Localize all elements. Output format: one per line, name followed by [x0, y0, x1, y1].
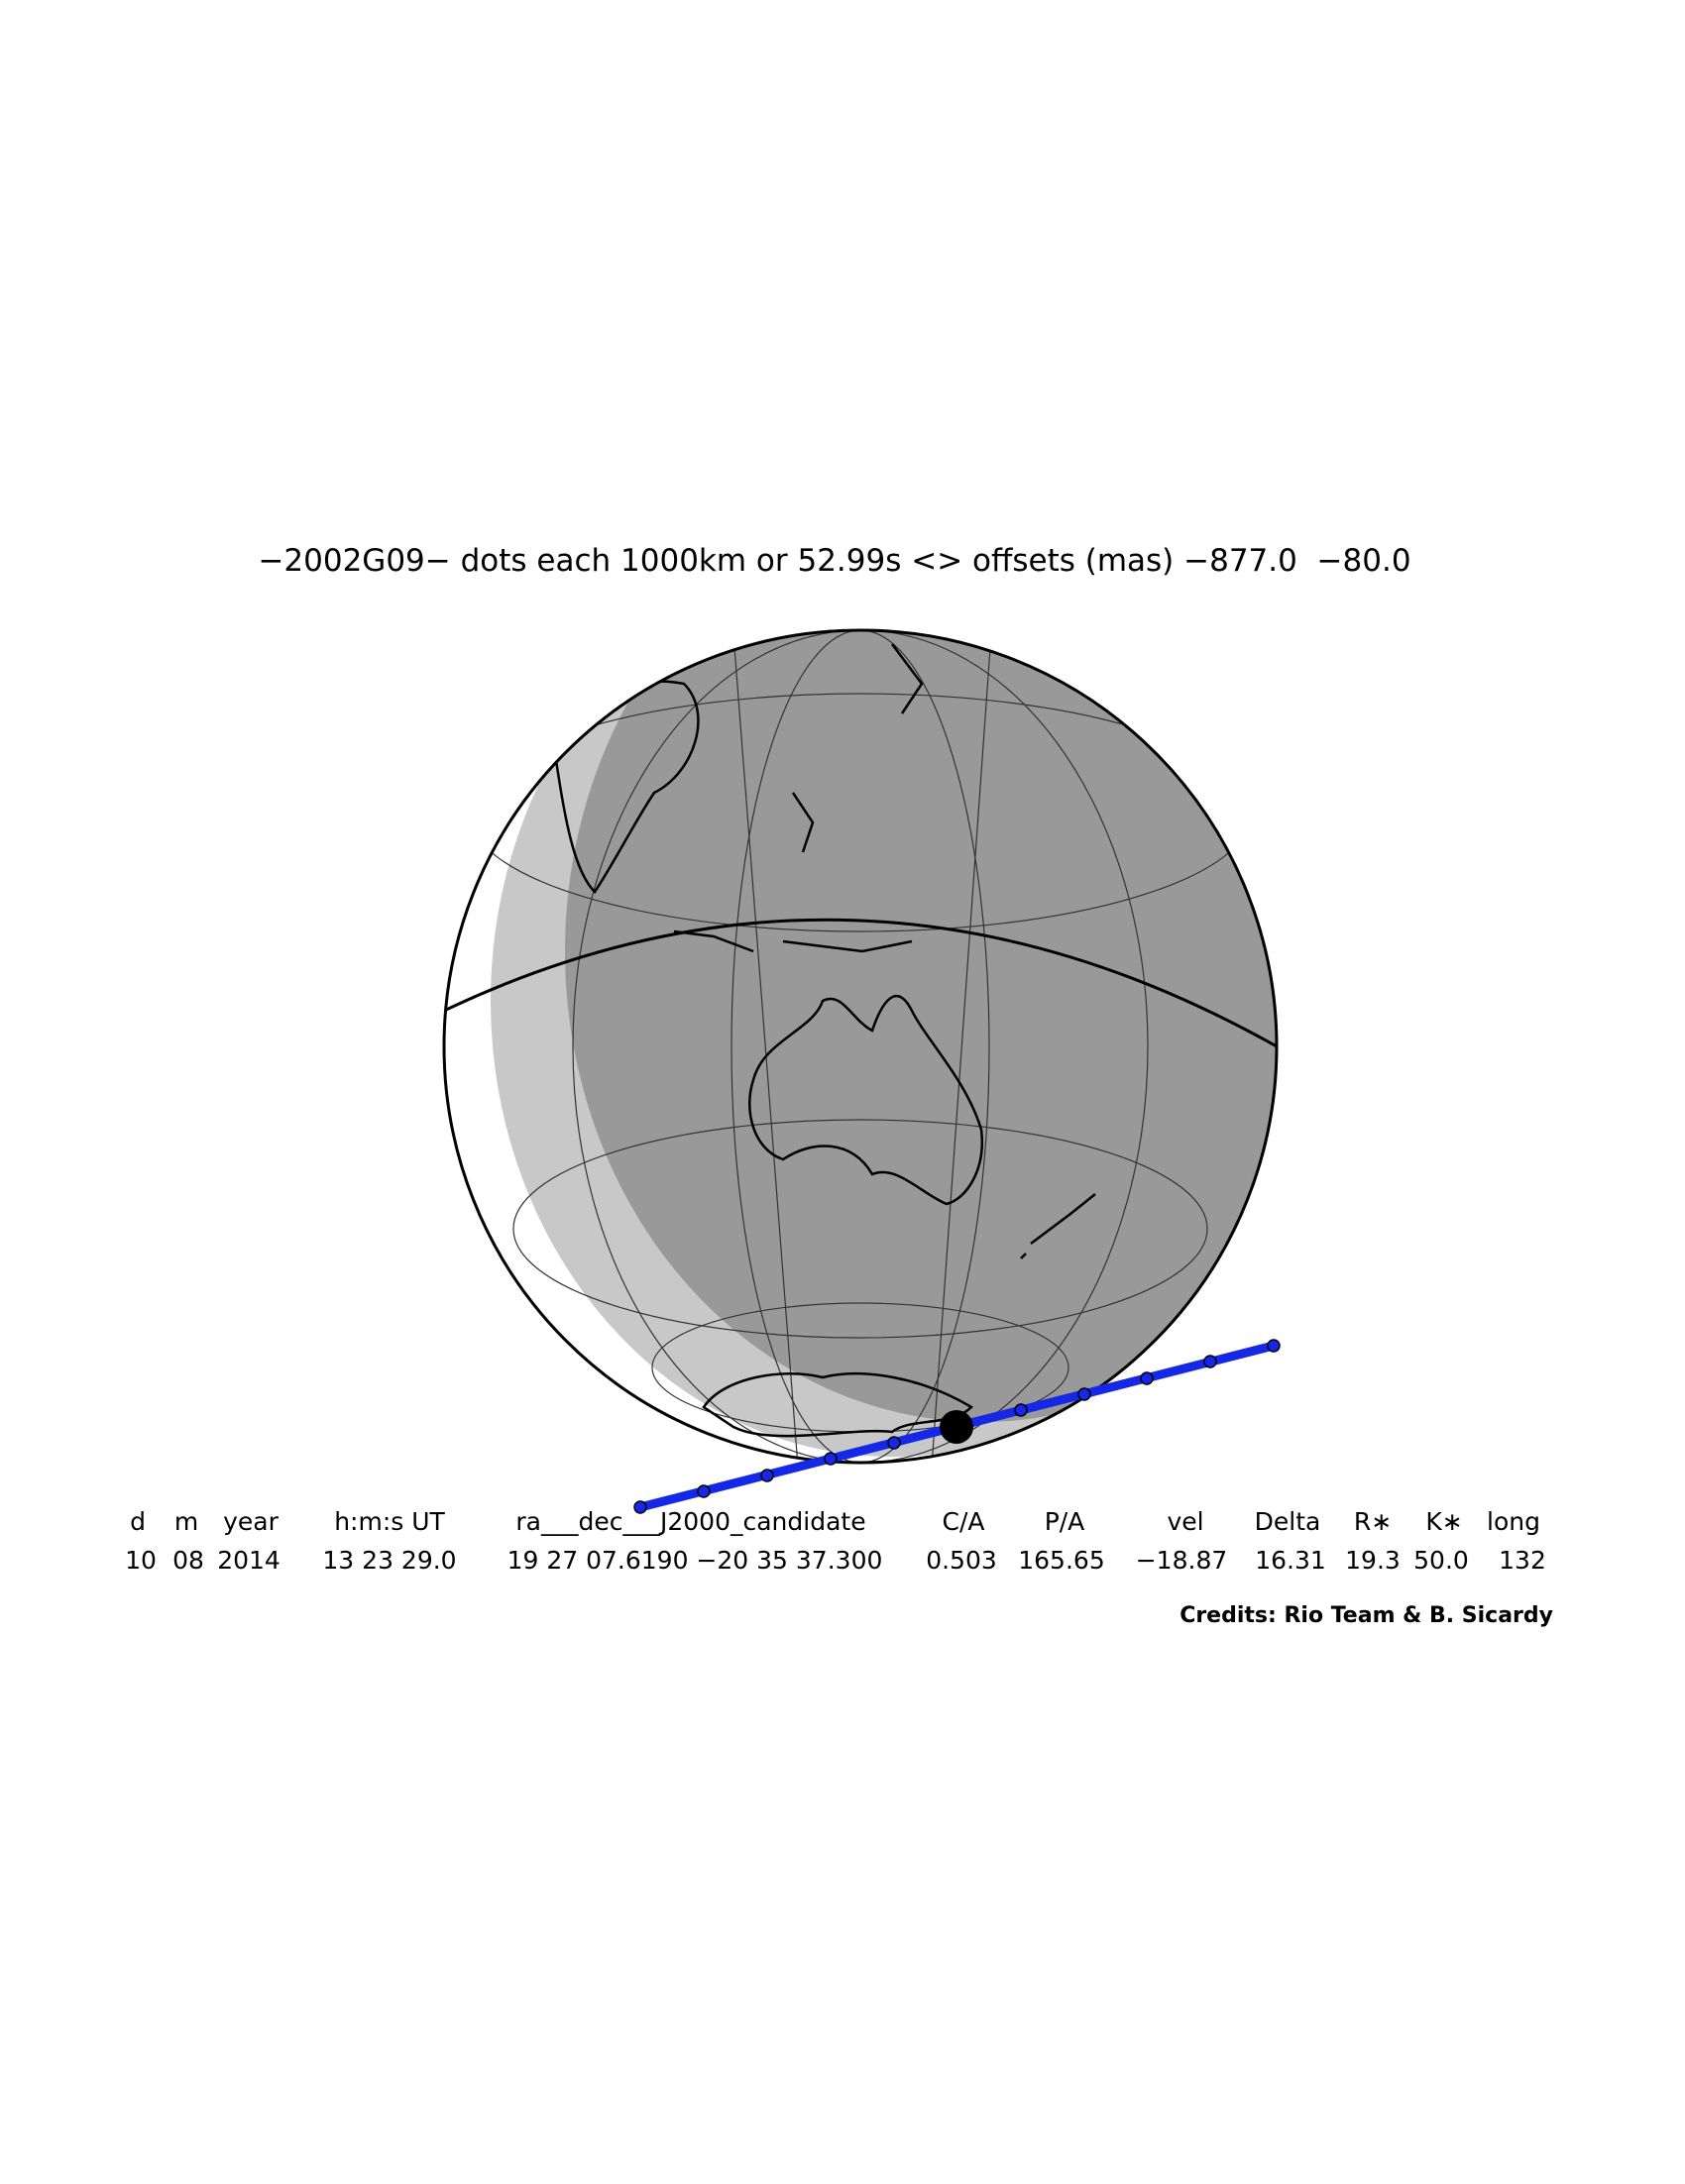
globe: [442, 628, 1279, 1465]
column-value: 165.65: [1018, 1546, 1104, 1575]
column-header: h:m:s UT: [334, 1507, 445, 1536]
column-header: Delta: [1255, 1507, 1321, 1536]
column-header: P/A: [1045, 1507, 1085, 1536]
column-header: m: [174, 1507, 198, 1536]
column-value: 08: [172, 1546, 204, 1575]
column-header: vel: [1167, 1507, 1203, 1536]
column-value: −18.87: [1136, 1546, 1228, 1575]
map-title: −2002G09− dots each 1000km or 52.99s <> …: [258, 543, 1410, 579]
column-value: 19 27 07.6190 −20 35 37.300: [507, 1546, 883, 1575]
column-value: 132: [1499, 1546, 1546, 1575]
credits: Credits: Rio Team & B. Sicardy: [1180, 1603, 1553, 1628]
column-value: 13 23 29.0: [322, 1546, 456, 1575]
column-value: 2014: [217, 1546, 281, 1575]
shadow-path: [633, 1339, 1281, 1514]
column-value: 50.0: [1413, 1546, 1469, 1575]
column-header: C/A: [943, 1507, 985, 1536]
column-value: 0.503: [926, 1546, 997, 1575]
column-header: R∗: [1354, 1507, 1392, 1536]
column-header: K∗: [1425, 1507, 1462, 1536]
header-row: d m year h:m:s UT ra___dec___J2000_candidate…: [130, 1507, 1540, 1536]
column-value: 10: [125, 1546, 157, 1575]
column-value: 16.31: [1255, 1546, 1326, 1575]
column-header: year: [223, 1507, 279, 1536]
column-value: 19.3: [1345, 1546, 1401, 1575]
column-header: long: [1487, 1507, 1540, 1536]
column-header: ra___dec___J2000_candidate: [515, 1507, 865, 1536]
value-row: 10 08 2014 13 23 29.0 19 27 07.6190 −20 35 3…: [125, 1546, 1546, 1575]
column-header: d: [130, 1507, 146, 1536]
